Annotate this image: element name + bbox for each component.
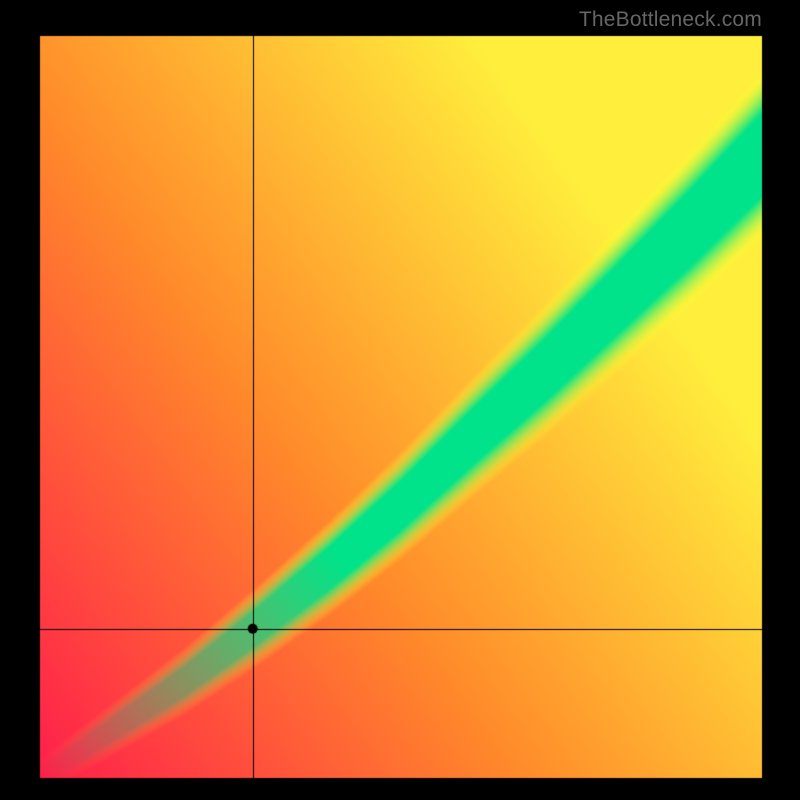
watermark-text: TheBottleneck.com	[579, 8, 762, 32]
bottleneck-heatmap	[0, 0, 800, 800]
chart-frame: TheBottleneck.com	[0, 0, 800, 800]
